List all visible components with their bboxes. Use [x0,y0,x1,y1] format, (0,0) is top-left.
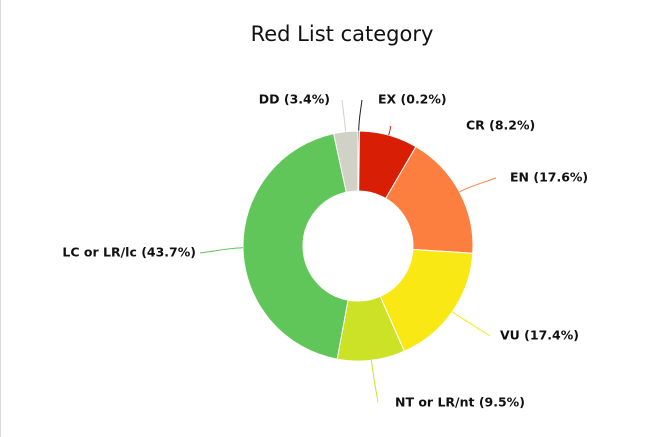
slice-label: NT or LR/nt (9.5%) [395,395,525,410]
slice-connector [341,99,347,132]
pie-slice [385,145,474,254]
slice-connector [452,311,491,337]
pie-slice [333,130,359,193]
slice-label: LC or LR/lc (43.7%) [62,245,196,260]
slice-connector [459,177,497,193]
slice-connector [358,99,363,132]
slice-connector [370,360,379,404]
slice-label: CR (8.2%) [466,118,535,133]
slice-connector [388,125,391,136]
slice-label: DD (3.4%) [259,92,330,107]
slice-label: EN (17.6%) [510,170,588,185]
pie-slice [242,133,349,360]
chart-title: Red List category [250,22,434,46]
slice-label: EX (0.2%) [378,92,447,107]
pie-slice [379,248,474,352]
slice-connector [199,247,244,254]
slice-label: VU (17.4%) [500,328,579,343]
